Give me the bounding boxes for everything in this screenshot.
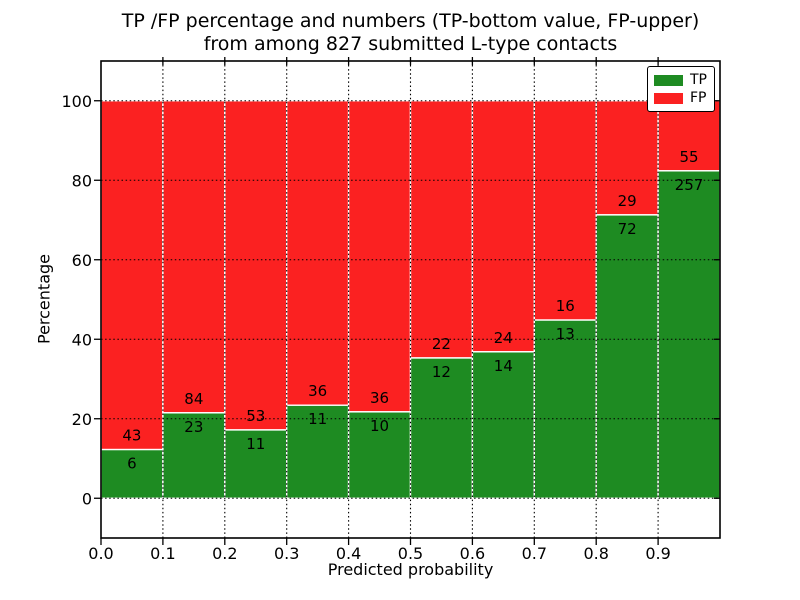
tp-bar-segment: [100, 448, 164, 499]
fp-bar-segment: [533, 100, 597, 321]
legend-item-tp: TP: [654, 73, 708, 87]
fp-bar-segment: [224, 100, 288, 431]
legend-label-tp: TP: [690, 72, 707, 88]
x-axis-title: Predicted probability: [327, 560, 494, 579]
fp-bar-segment: [409, 100, 474, 359]
tp-count-label: 257: [675, 176, 704, 194]
tp-count-label: 6: [127, 455, 137, 473]
legend: TP FP: [647, 66, 715, 112]
fp-bar-segment: [595, 100, 659, 216]
tp-count-label: 12: [432, 363, 451, 381]
tp-count-label: 11: [246, 435, 265, 453]
tp-bar-segment: [409, 357, 474, 499]
fp-count-label: 84: [184, 390, 203, 408]
fp-color-swatch: [654, 92, 683, 104]
tp-count-label: 11: [308, 410, 327, 428]
x-tick-label: 0.9: [645, 544, 670, 563]
x-tick-label: 0.4: [336, 544, 361, 563]
page-title: TP /FP percentage and numbers (TP-bottom…: [101, 10, 720, 56]
fp-count-label: 43: [122, 427, 141, 445]
y-tick-label: 20: [72, 410, 92, 429]
fp-count-label: 29: [618, 192, 637, 210]
fp-count-label: 53: [246, 407, 265, 425]
tp-bar-segment: [347, 411, 412, 499]
fp-count-label: 22: [432, 335, 451, 353]
tp-color-swatch: [654, 74, 683, 86]
tp-bar-segment: [533, 319, 597, 499]
title-line-1: TP /FP percentage and numbers (TP-bottom…: [121, 10, 700, 32]
x-tick-label: 0.2: [212, 544, 237, 563]
x-tick-label: 0.5: [398, 544, 423, 563]
legend-label-fp: FP: [690, 90, 707, 106]
tp-bar-segment: [657, 170, 721, 499]
fp-count-label: 16: [556, 297, 575, 315]
fp-bar-segment: [162, 100, 226, 414]
tp-bar-segment: [595, 214, 659, 499]
y-tick-label: 40: [72, 330, 92, 349]
title-line-2: from among 827 submitted L-type contacts: [203, 33, 618, 55]
tp-bar-segment: [471, 351, 535, 499]
x-tick-label: 0.0: [88, 544, 113, 563]
x-tick-label: 0.8: [583, 544, 608, 563]
y-tick-label: 0: [82, 489, 92, 508]
legend-item-fp: FP: [654, 91, 708, 105]
fp-count-label: 24: [494, 329, 513, 347]
fp-count-label: 36: [370, 389, 389, 407]
y-tick-label: 100: [61, 92, 92, 111]
tp-count-label: 10: [370, 417, 389, 435]
x-tick-label: 0.7: [522, 544, 547, 563]
fp-bar-segment: [100, 100, 164, 451]
fp-count-label: 55: [680, 148, 699, 166]
fp-bar-segment: [347, 100, 412, 413]
tp-count-label: 23: [184, 418, 203, 436]
y-tick-label: 60: [72, 251, 92, 270]
y-tick-label: 80: [72, 171, 92, 190]
x-tick-label: 0.3: [274, 544, 299, 563]
tp-count-label: 72: [618, 220, 637, 238]
x-tick-label: 0.6: [460, 544, 485, 563]
tp-count-label: 14: [494, 357, 513, 375]
tp-count-label: 13: [556, 325, 575, 343]
y-axis-title: Percentage: [34, 253, 54, 345]
fp-bar-segment: [286, 100, 350, 406]
fp-count-label: 36: [308, 382, 327, 400]
fp-bar-segment: [471, 100, 535, 353]
fp-bar-segment: [657, 100, 721, 172]
x-tick-label: 0.1: [150, 544, 175, 563]
